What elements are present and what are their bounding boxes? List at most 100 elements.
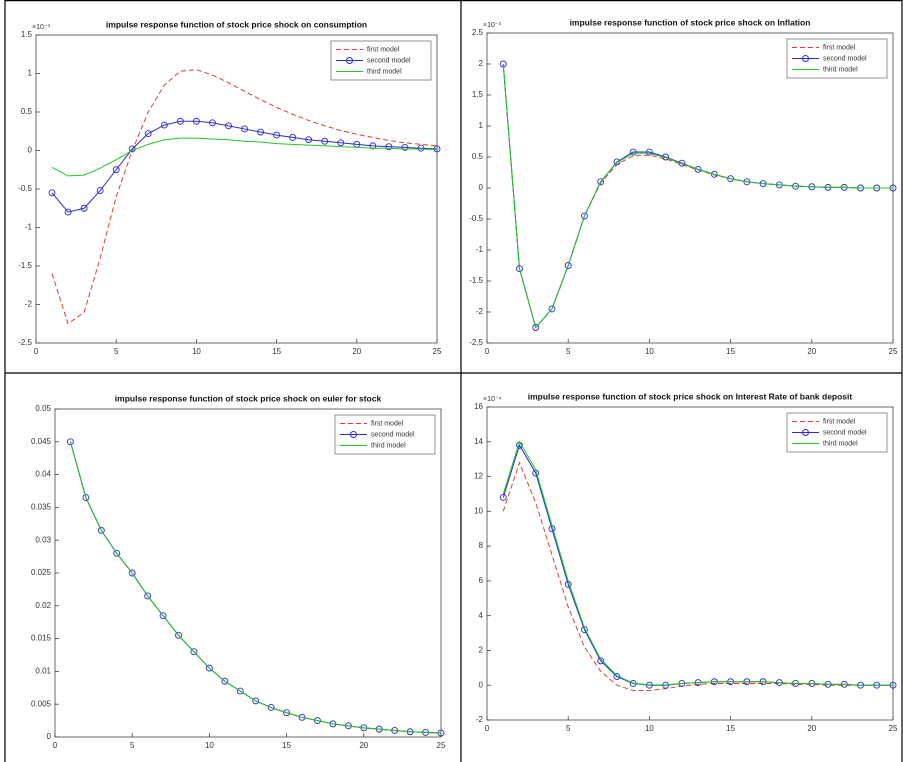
x-tick-label: 20 (807, 347, 816, 356)
series-marker (113, 549, 121, 557)
x-tick-label: 0 (485, 347, 490, 356)
series-marker (597, 178, 605, 186)
y-tick-label: 16 (474, 402, 483, 411)
chart-title: impulse response function of stock price… (106, 19, 367, 29)
chart-title: impulse response function of stock price… (528, 391, 853, 401)
series-marker (241, 125, 248, 133)
legend-label: third model (823, 66, 858, 73)
y-tick-label: 0.02 (35, 601, 51, 610)
series-marker (221, 677, 229, 685)
series-marker (283, 709, 291, 717)
x-tick-label: 15 (726, 347, 735, 356)
y-tick-label: 0.03 (35, 535, 51, 544)
y-multiplier: ×10⁻³ (483, 22, 502, 29)
series-marker (564, 262, 572, 269)
legend-label: first model (371, 420, 404, 427)
legend-label: first model (823, 44, 856, 51)
legend-label: third model (367, 68, 402, 75)
series-marker (205, 664, 213, 672)
y-tick-label: 0 (479, 680, 484, 689)
y-tick-label: 2 (479, 646, 484, 655)
x-tick-label: 5 (566, 724, 571, 733)
y-tick-label: -1.5 (469, 276, 483, 285)
x-tick-label: 10 (645, 724, 654, 733)
series-marker (252, 697, 260, 705)
y-tick-label: 0.04 (35, 470, 51, 479)
series-marker (236, 687, 244, 695)
x-tick-label: 0 (34, 347, 39, 356)
series-marker (175, 631, 182, 639)
y-tick-label: 0.01 (35, 667, 51, 676)
series-marker (337, 139, 345, 147)
x-tick-label: 20 (807, 724, 816, 733)
series-line (69, 441, 442, 734)
legend-marker (346, 57, 353, 64)
series-marker (160, 121, 168, 129)
y-tick-label: -2.5 (469, 338, 483, 347)
legend-label: first model (367, 46, 400, 53)
series-marker (144, 130, 152, 138)
x-tick-label: 25 (889, 347, 898, 356)
x-tick-label: 10 (645, 347, 654, 356)
y-tick-label: -2.5 (18, 338, 32, 347)
legend-label: second model (823, 55, 867, 62)
series-line (51, 137, 438, 177)
x-tick-label: 5 (566, 347, 571, 356)
chart-title: impulse response function of stock price… (570, 17, 811, 27)
series-marker (112, 166, 120, 174)
x-tick-label: 20 (352, 347, 361, 356)
legend-marker (350, 431, 357, 438)
series-marker (401, 143, 409, 151)
series-marker (97, 526, 105, 534)
y-tick-label: 0.015 (31, 634, 52, 643)
x-tick-label: 15 (282, 741, 291, 750)
series-marker (159, 612, 167, 620)
x-tick-label: 0 (53, 741, 58, 750)
y-tick-label: 0.05 (35, 404, 51, 413)
series-line (51, 120, 438, 213)
series-marker (597, 657, 605, 665)
y-tick-label: 1 (479, 121, 484, 130)
series-marker (144, 592, 152, 600)
y-multiplier: ×10⁻⁴ (483, 396, 502, 403)
series-marker (96, 187, 104, 194)
series-marker (645, 148, 653, 156)
y-tick-label: 8 (479, 541, 484, 550)
y-tick-label: 0 (28, 146, 33, 155)
y-tick-label: -2 (476, 715, 484, 724)
y-tick-label: -0.5 (469, 214, 483, 223)
series-marker (66, 438, 74, 446)
series-marker (417, 144, 425, 152)
y-tick-label: 0.025 (31, 568, 52, 577)
y-tick-label: 1.5 (21, 30, 33, 39)
y-tick-label: 2 (479, 59, 484, 68)
series-marker (369, 142, 377, 150)
series-marker (80, 204, 88, 212)
y-tick-label: -1 (476, 245, 484, 254)
x-tick-label: 25 (437, 741, 446, 750)
series-line (51, 69, 438, 325)
series-marker (499, 493, 507, 501)
legend-label: second model (371, 431, 415, 438)
series-marker (190, 648, 198, 656)
y-tick-label: 10 (474, 506, 483, 515)
y-tick-label: 1.5 (472, 90, 484, 99)
y-tick-label: 12 (474, 472, 483, 481)
series-marker (176, 117, 184, 125)
legend-label: second model (367, 57, 411, 64)
series-marker (225, 122, 232, 130)
y-multiplier: ×10⁻³ (32, 24, 51, 31)
series-marker (305, 136, 313, 144)
y-tick-label: 6 (479, 576, 484, 585)
y-tick-label: 2.5 (472, 28, 484, 37)
series-marker (273, 131, 281, 139)
series-marker (267, 704, 275, 711)
y-tick-label: 0.5 (472, 152, 484, 161)
x-tick-label: 5 (114, 347, 119, 356)
legend-label: third model (823, 440, 858, 447)
legend-marker (802, 55, 809, 62)
series-marker (48, 189, 56, 197)
series-line (502, 461, 893, 691)
series-marker (321, 137, 329, 145)
